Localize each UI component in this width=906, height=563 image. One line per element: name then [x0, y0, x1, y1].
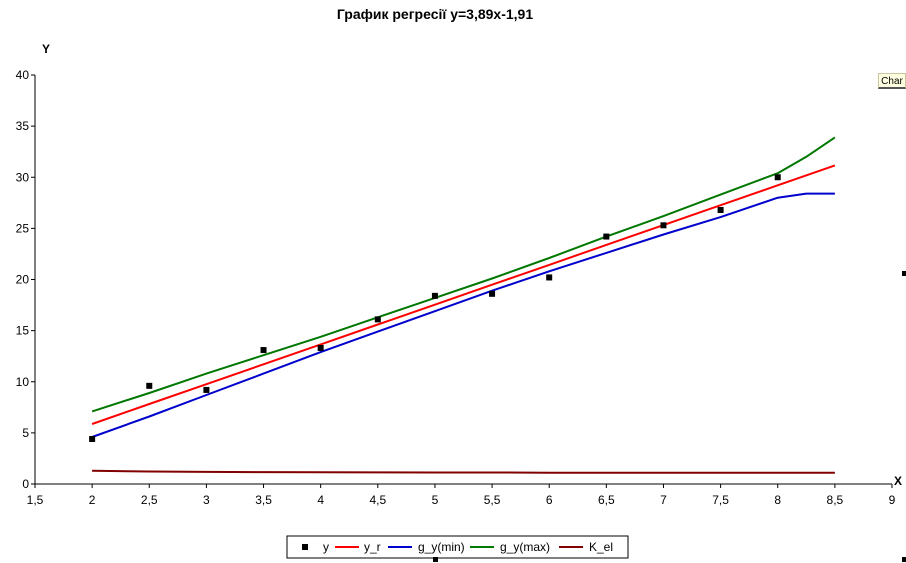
series-line-y-r	[91, 164, 836, 425]
x-tick-label: 8,5	[827, 493, 844, 507]
x-tick-label: 4	[317, 493, 324, 507]
legend-box	[286, 535, 629, 559]
x-tick-label: 7,5	[712, 493, 729, 507]
x-tick-label: 3	[203, 493, 210, 507]
legend-label-k-el: K_el	[589, 540, 613, 554]
data-point-y	[374, 316, 381, 323]
data-point-y	[317, 345, 324, 352]
x-tick-label: 1,5	[27, 493, 44, 507]
legend-label-g-y-max: g_y(max)	[500, 540, 550, 554]
x-tick-label: 9	[889, 493, 896, 507]
x-tick-label: 6,5	[598, 493, 615, 507]
stray-marker	[902, 557, 906, 562]
chart-sheet-tab[interactable]: Char	[878, 73, 906, 89]
series-line-g-y-max	[91, 136, 836, 413]
x-tick-label: 7	[660, 493, 667, 507]
data-point-y	[489, 290, 496, 297]
legend: y y_r g_y(min) g_y(max) K_el	[286, 535, 629, 559]
legend-label-y-r: y_r	[364, 540, 381, 554]
chart-title: График регресії у=3,89х-1,91	[337, 6, 533, 22]
legend-symbol-y	[302, 544, 308, 550]
x-tick-label: 5,5	[484, 493, 501, 507]
stray-marker	[433, 557, 438, 562]
data-point-y	[203, 386, 210, 393]
y-tick-label: 15	[16, 324, 30, 338]
x-tick-label: 2,5	[141, 493, 158, 507]
x-tick-label: 2	[89, 493, 96, 507]
data-point-y	[431, 292, 438, 299]
legend-label-y: y	[323, 540, 329, 554]
data-point-y	[774, 174, 781, 181]
x-tick-label: 8	[774, 493, 781, 507]
legend-label-g-y-min: g_y(min)	[418, 540, 465, 554]
y-tick-label: 0	[22, 477, 29, 491]
y-axis-label: Y	[42, 42, 50, 56]
y-tick-label: 10	[16, 375, 30, 389]
data-point-y	[660, 222, 667, 229]
plot-series	[89, 136, 836, 474]
stray-marker	[902, 271, 906, 276]
y-tick-label: 20	[16, 273, 30, 287]
series-line-g-y-min	[91, 192, 835, 438]
data-point-y	[89, 436, 96, 443]
data-point-y	[260, 347, 267, 354]
y-tick-label: 25	[16, 221, 30, 235]
data-point-y	[603, 233, 610, 240]
data-point-y	[717, 206, 724, 213]
data-point-y	[146, 382, 153, 389]
y-tick-label: 40	[16, 68, 30, 82]
x-axis-label: X	[894, 474, 902, 488]
y-tick-label: 35	[16, 119, 30, 133]
x-tick-label: 6	[546, 493, 553, 507]
y-tick-label: 30	[16, 170, 30, 184]
x-tick-label: 3,5	[255, 493, 272, 507]
x-tick-label: 4,5	[369, 493, 386, 507]
series-line-k-el	[92, 469, 835, 474]
data-point-y	[546, 274, 553, 281]
y-tick-label: 5	[22, 426, 29, 440]
axes: 0 5 10 15 20 25 30 35 40 1,5 2 2,5 3 3,5 4 4,5 5 5,5 6 6,5 7…	[16, 68, 896, 507]
x-tick-label: 5	[432, 493, 439, 507]
